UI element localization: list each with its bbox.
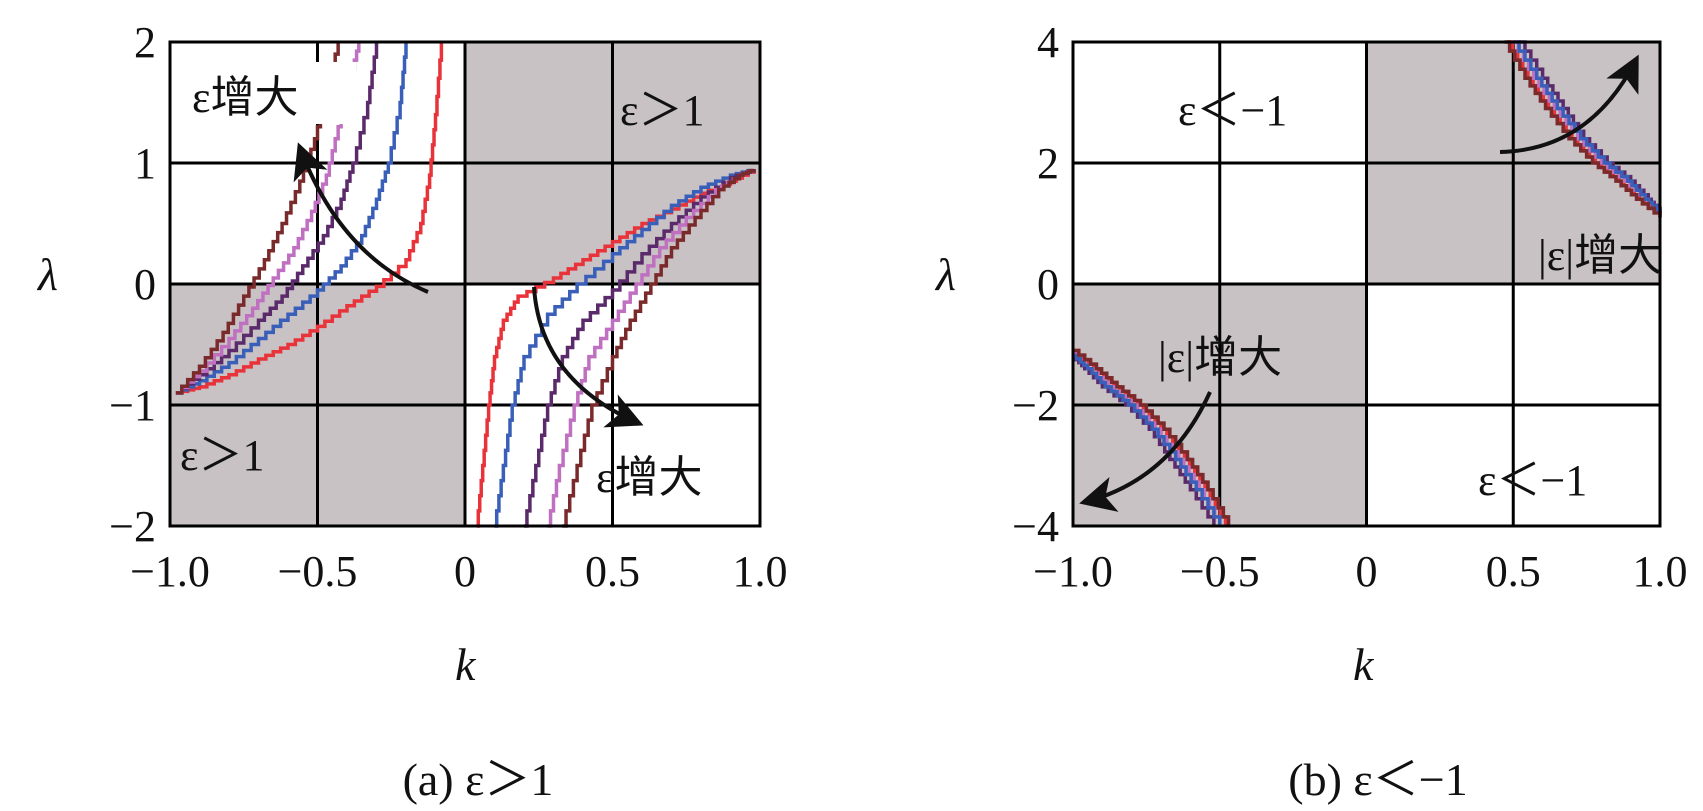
series-line <box>175 42 408 395</box>
x-tick-labels: −1.0 −0.5 0 0.5 1.0 <box>130 547 787 596</box>
panel-a: 210−1−2 −1.0 −0.5 0 0.5 1.0 ε＞1 ε＞1 ε增大 ε增大 … <box>36 18 788 805</box>
y-tick-labels: 2 1 0 −1 −2 <box>109 18 156 551</box>
region-label: ε＞1 <box>180 431 264 480</box>
series-line <box>476 169 756 528</box>
x-tick-labels: −1.0 −0.5 0 0.5 1.0 <box>1033 547 1687 596</box>
x-tick-label: −0.5 <box>278 547 358 596</box>
series-line <box>175 42 444 395</box>
series-line <box>1073 353 1222 526</box>
x-tick-label: −1.0 <box>130 547 210 596</box>
series-line <box>494 168 756 528</box>
curves <box>1073 40 1662 526</box>
y-tick-label: 2 <box>134 18 156 67</box>
x-tick-label: 1.0 <box>733 547 788 596</box>
y-tick-label: 4 <box>1037 18 1059 67</box>
y-tick-label: 0 <box>134 260 156 309</box>
arrow <box>532 286 644 428</box>
series-line <box>175 42 379 395</box>
annotation: ε增大 <box>596 453 702 502</box>
y-tick-label: 1 <box>134 139 156 188</box>
x-tick-label: −1.0 <box>1033 547 1113 596</box>
y-tick-label: −2 <box>109 502 156 551</box>
series-line <box>524 169 756 528</box>
x-tick-label: 0.5 <box>1486 547 1541 596</box>
y-tick-label: −2 <box>1012 381 1059 430</box>
y-tick-label: 2 <box>1037 139 1059 188</box>
y-tick-label: −1 <box>109 381 156 430</box>
series-line <box>1513 40 1662 213</box>
caption: (b) ε＜−1 <box>1288 754 1467 805</box>
arrow <box>1079 391 1212 512</box>
caption: (a) ε＞1 <box>403 754 554 805</box>
series-line <box>1504 40 1662 218</box>
x-tick-label: −0.5 <box>1180 547 1260 596</box>
panel-b: 420−2−4 −1.0 −0.5 0 0.5 1.0 ε＜−1 ε＜−1 |ε|增大 … <box>934 18 1688 805</box>
region-label: ε＞1 <box>620 86 704 135</box>
y-tick-labels: 4 2 0 −2 −4 <box>1012 18 1059 551</box>
arrow <box>293 142 429 294</box>
annotation: |ε|增大 <box>1158 333 1282 382</box>
annotation: |ε|增大 <box>1538 231 1662 280</box>
annotation: ε增大 <box>192 73 298 122</box>
plot-frame <box>168 40 762 528</box>
region-label: ε＜−1 <box>1178 86 1287 135</box>
curves <box>175 42 756 528</box>
annotation-background <box>186 62 356 124</box>
x-axis-label: k <box>1353 639 1375 690</box>
y-axis-label: λ <box>934 249 956 300</box>
series-line <box>562 168 756 528</box>
arrow <box>1499 54 1639 154</box>
plot-frame <box>1071 40 1662 528</box>
x-tick-label: 0 <box>1356 547 1378 596</box>
y-tick-label: −4 <box>1012 502 1059 551</box>
x-axis-label: k <box>455 639 477 690</box>
region-label: ε＜−1 <box>1478 456 1587 505</box>
x-tick-label: 0.5 <box>585 547 640 596</box>
y-axis-label: λ <box>36 249 58 300</box>
y-tick-label: 0 <box>1037 260 1059 309</box>
x-tick-label: 1.0 <box>1633 547 1688 596</box>
x-tick-label: 0 <box>454 547 476 596</box>
series-line <box>1073 348 1231 526</box>
